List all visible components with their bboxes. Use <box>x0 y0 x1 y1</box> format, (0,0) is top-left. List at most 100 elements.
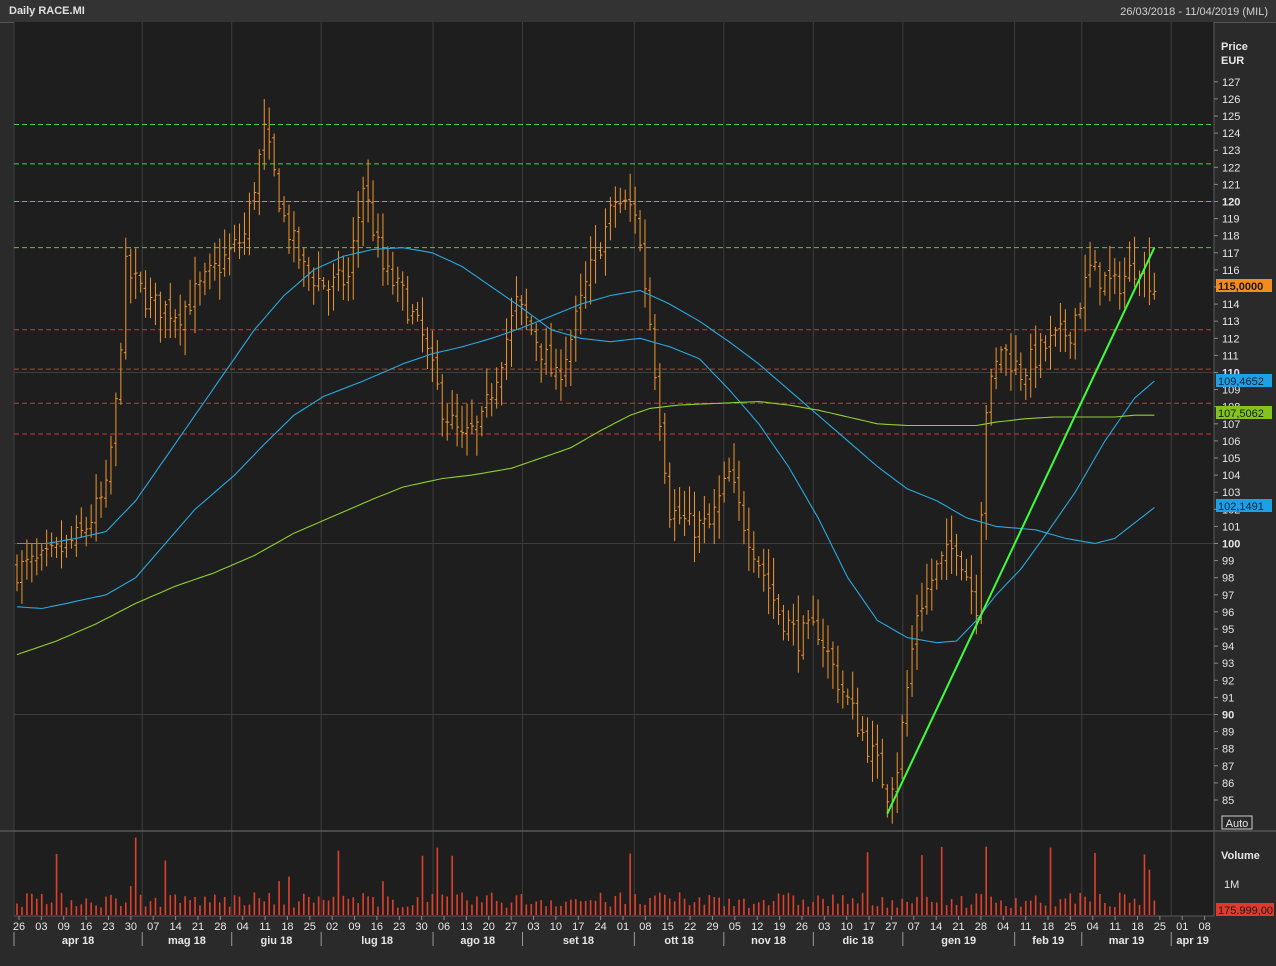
time-day-label: 04 <box>1087 921 1099 933</box>
time-month-label: mag 18 <box>168 935 206 947</box>
trendline[interactable] <box>886 247 1156 815</box>
time-day-label: 06 <box>438 921 450 933</box>
price-tick-label: 86 <box>1222 778 1234 790</box>
time-month-label: lug 18 <box>361 935 393 947</box>
time-day-label: 10 <box>841 921 853 933</box>
auto-scale-label: Auto <box>1226 818 1249 830</box>
chart-title: Daily RACE.MI <box>9 5 85 17</box>
time-day-label: 26 <box>796 921 808 933</box>
price-tick-label: 116 <box>1222 265 1240 277</box>
time-day-label: 14 <box>169 921 181 933</box>
price-plot-area <box>14 22 1214 830</box>
price-tick-label: 126 <box>1222 94 1240 106</box>
price-axis-unit: EUR <box>1221 55 1244 67</box>
price-tick-label: 107 <box>1222 419 1240 431</box>
price-tick-label: 98 <box>1222 573 1234 585</box>
time-axis-labels: 26 03 09 16 23 30 07 14 21 28 04 11 18 25 02 09 16 23 30 06… <box>13 916 1211 947</box>
time-day-label: 22 <box>684 921 696 933</box>
time-day-label: 09 <box>348 921 360 933</box>
last-price-value: 115,0000 <box>1218 281 1263 293</box>
time-day-label: 23 <box>393 921 405 933</box>
ma-slow-badge <box>1216 406 1272 419</box>
price-axis-ticks: 8586878889909192939495969798991001011021… <box>1214 77 1240 807</box>
time-day-label: 08 <box>639 921 651 933</box>
time-day-label: 28 <box>214 921 226 933</box>
date-range: 26/03/2018 - 11/04/2019 (MIL) <box>1120 6 1268 18</box>
last-price-badge <box>1216 279 1272 292</box>
time-month-label: ago 18 <box>460 935 495 947</box>
time-day-label: 27 <box>505 921 517 933</box>
time-month-label: apr 19 <box>1176 935 1208 947</box>
price-tick-label: 104 <box>1222 470 1240 482</box>
price-tick-label: 101 <box>1222 521 1240 533</box>
time-day-label: 11 <box>259 921 270 933</box>
price-tick-label: 109 <box>1222 385 1240 397</box>
time-day-label: 30 <box>416 921 428 933</box>
price-axis-title: Price <box>1221 41 1248 53</box>
last-volume-value: 175.999,00 <box>1218 905 1273 917</box>
ma-mid-value: 102,1491 <box>1218 501 1264 513</box>
price-tick-label: 120 <box>1222 197 1240 209</box>
ma-fast-badge <box>1216 374 1272 387</box>
moving-average-line-2 <box>16 289 1155 610</box>
price-tick-label: 95 <box>1222 624 1234 636</box>
price-tick-label: 111 <box>1222 350 1239 362</box>
time-day-label: 03 <box>818 921 830 933</box>
time-month-label: feb 19 <box>1032 935 1064 947</box>
ma-mid-badge <box>1216 499 1272 512</box>
time-day-label: 04 <box>997 921 1009 933</box>
moving-average-line-3 <box>16 401 1155 656</box>
time-month-label: set 18 <box>563 935 594 947</box>
time-day-label: 28 <box>975 921 987 933</box>
price-tick-label: 124 <box>1222 128 1240 140</box>
price-tick-label: 121 <box>1222 179 1240 191</box>
time-day-label: 04 <box>237 921 249 933</box>
time-day-label: 18 <box>1042 921 1054 933</box>
price-tick-label: 88 <box>1222 744 1234 756</box>
price-tick-label: 91 <box>1222 692 1234 704</box>
price-tick-label: 127 <box>1222 77 1240 89</box>
volume-bars <box>16 837 1156 915</box>
price-tick-label: 90 <box>1222 710 1234 722</box>
price-tick-label: 103 <box>1222 487 1240 499</box>
last-volume-badge <box>1216 903 1274 916</box>
time-day-label: 21 <box>952 921 964 933</box>
time-day-label: 10 <box>550 921 562 933</box>
time-month-label: ott 18 <box>664 935 693 947</box>
time-month-label: nov 18 <box>751 935 786 947</box>
price-tick-label: 96 <box>1222 607 1234 619</box>
time-day-label: 17 <box>863 921 875 933</box>
price-tick-label: 117 <box>1222 248 1240 260</box>
price-tick-label: 85 <box>1222 795 1234 807</box>
price-tick-label: 125 <box>1222 111 1240 123</box>
time-day-label: 01 <box>1176 921 1188 933</box>
time-day-label: 12 <box>751 921 763 933</box>
price-tick-label: 94 <box>1222 641 1234 653</box>
time-day-label: 24 <box>594 921 606 933</box>
time-day-label: 25 <box>304 921 316 933</box>
volume-axis-title: Volume <box>1221 850 1260 862</box>
time-day-label: 21 <box>192 921 204 933</box>
price-tick-label: 93 <box>1222 658 1234 670</box>
time-month-label: mar 19 <box>1109 935 1144 947</box>
trendline-segment <box>886 247 1156 815</box>
time-day-label: 17 <box>572 921 584 933</box>
time-day-label: 02 <box>326 921 338 933</box>
auto-scale-button[interactable] <box>1221 815 1253 830</box>
price-tick-label: 99 <box>1222 556 1234 568</box>
time-month-label: dic 18 <box>842 935 873 947</box>
time-day-label: 03 <box>527 921 539 933</box>
time-day-label: 09 <box>58 921 70 933</box>
price-tick-label: 118 <box>1222 231 1240 243</box>
price-tick-label: 89 <box>1222 727 1234 739</box>
time-day-label: 25 <box>1154 921 1166 933</box>
price-tick-label: 123 <box>1222 145 1240 157</box>
time-day-label: 23 <box>102 921 114 933</box>
price-tick-label: 92 <box>1222 675 1234 687</box>
value-badges: 115,0000 109,4652 107,5062 102,1491 175.… <box>1216 279 1274 917</box>
time-day-label: 20 <box>483 921 495 933</box>
time-day-label: 25 <box>1064 921 1076 933</box>
time-day-label: 14 <box>930 921 942 933</box>
time-day-label: 07 <box>908 921 920 933</box>
